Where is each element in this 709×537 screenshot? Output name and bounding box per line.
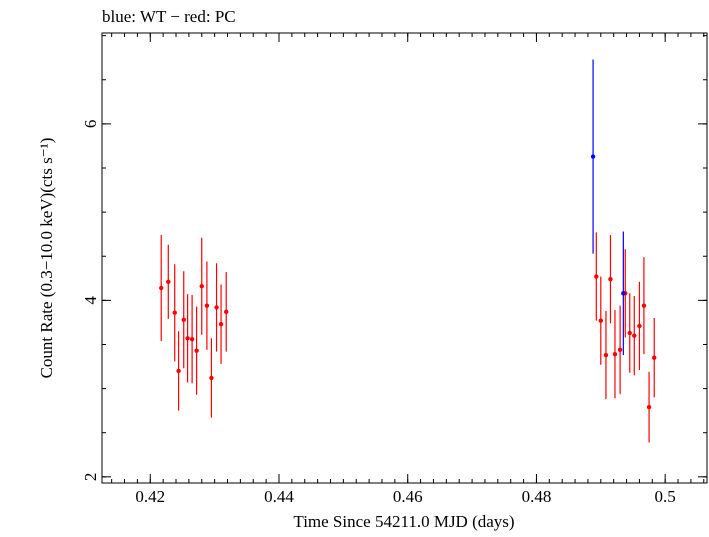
- data-point: [214, 305, 219, 310]
- series-layer: [159, 59, 657, 443]
- data-point: [603, 352, 609, 358]
- data-point: [612, 351, 618, 357]
- data-point: [646, 404, 652, 410]
- data-point: [617, 347, 623, 352]
- data-point: [209, 375, 214, 381]
- data-point: [185, 336, 190, 341]
- data-point: [608, 276, 613, 282]
- data-point: [641, 303, 647, 308]
- data-point: [627, 330, 632, 336]
- data-point: [637, 323, 642, 329]
- data-point: [176, 368, 181, 374]
- data-point: [204, 303, 210, 308]
- data-point: [598, 318, 604, 323]
- x-tick-label: 0.44: [264, 487, 294, 506]
- series-pc: [159, 232, 657, 443]
- y-axis: 2 4 6: [81, 35, 707, 482]
- data-point: [218, 321, 224, 327]
- data-point: [189, 336, 195, 342]
- data-point: [621, 291, 626, 296]
- y-axis-title: Count Rate (0.3−10.0 keV)(cts s⁻¹): [37, 138, 56, 379]
- y-tick-label: 2: [81, 473, 100, 482]
- y-tick-label: 6: [81, 120, 100, 129]
- data-point: [224, 309, 229, 315]
- x-tick-label: 0.48: [522, 487, 552, 506]
- series-wt: [590, 59, 626, 356]
- plot-frame: [101, 32, 708, 484]
- x-axis-title: Time Since 54211.0 MJD (days): [293, 512, 514, 531]
- data-point: [632, 333, 637, 338]
- x-tick-label: 0.5: [655, 487, 676, 506]
- data-point: [159, 285, 164, 291]
- y-tick-label: 4: [81, 296, 100, 305]
- data-point: [594, 274, 599, 279]
- x-tick-label: 0.42: [135, 487, 165, 506]
- data-point: [652, 355, 657, 360]
- x-tick-label: 0.46: [393, 487, 423, 506]
- data-point: [590, 154, 596, 159]
- data-point: [172, 310, 177, 315]
- x-axis: 0.42 0.44 0.46 0.48 0.5: [111, 33, 705, 506]
- data-point: [181, 317, 186, 322]
- data-point: [194, 348, 199, 353]
- data-point: [199, 284, 204, 289]
- data-point: [166, 279, 171, 285]
- chart-title: blue: WT − red: PC: [102, 7, 236, 26]
